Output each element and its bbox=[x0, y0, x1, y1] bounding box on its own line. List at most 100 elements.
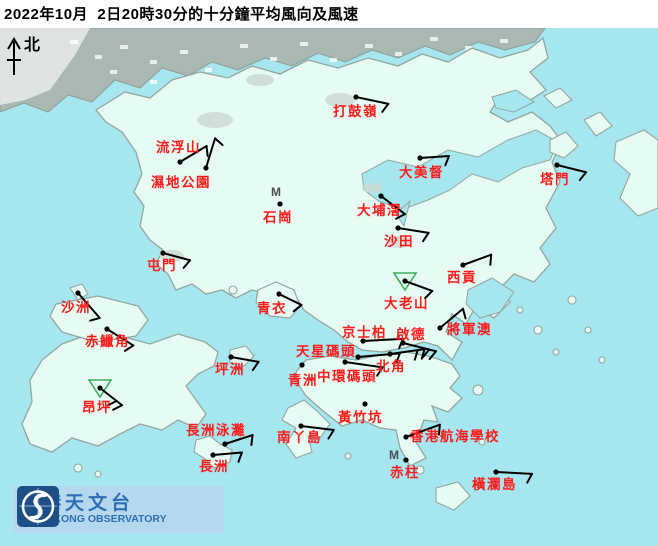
station-wetland-park: 濕地公園 bbox=[151, 137, 224, 190]
station-tuen-mun: 屯門 bbox=[147, 250, 192, 273]
station-label: 打鼓嶺 bbox=[333, 103, 378, 119]
wind-barb-shaft bbox=[205, 137, 217, 169]
maintenance-m-marker: M bbox=[271, 185, 281, 199]
station-label: 赤鱲角 bbox=[85, 333, 130, 349]
wind-barb-tick bbox=[123, 344, 135, 352]
urban-north-light bbox=[0, 28, 90, 105]
wind-barb-shaft bbox=[405, 423, 441, 438]
station-dot bbox=[342, 359, 348, 365]
station-label: 啟德 bbox=[396, 326, 426, 342]
wind-barb-tick bbox=[214, 137, 224, 147]
station-dot bbox=[353, 94, 359, 100]
hko-logo-english: HONG KONG OBSERVATORY bbox=[19, 512, 167, 525]
wind-barb-shaft bbox=[230, 356, 260, 363]
wind-barb-shaft bbox=[439, 307, 464, 329]
wind-barb-shaft bbox=[389, 348, 426, 355]
wind-barb-shaft bbox=[77, 292, 101, 319]
wind-barb-tick bbox=[395, 352, 401, 364]
base-map: 北 bbox=[0, 28, 658, 546]
wind-barb-tick bbox=[526, 472, 533, 484]
station-label: 將軍澳 bbox=[447, 321, 492, 337]
station-ngong-ping: 昂坪 bbox=[82, 379, 124, 415]
station-label: 南丫島 bbox=[277, 429, 322, 445]
station-dot bbox=[402, 278, 408, 284]
station-tates-cairn: 大老山 bbox=[384, 272, 434, 311]
wind-barb-tick bbox=[413, 349, 419, 361]
station-central-pier: 中環碼頭 bbox=[317, 359, 384, 384]
station-dot bbox=[417, 155, 423, 161]
station-cheung-chau: 長洲 bbox=[199, 451, 243, 474]
wind-barb-tick bbox=[489, 253, 493, 266]
station-green-island: 青洲 bbox=[288, 362, 317, 388]
hilltop-flag-icon bbox=[87, 379, 113, 399]
wind-barb-shaft bbox=[179, 145, 208, 163]
station-label: 沙田 bbox=[384, 234, 414, 249]
station-label: 塔門 bbox=[540, 171, 570, 187]
wind-barb-tick bbox=[395, 213, 406, 220]
station-kai-tak: 啟德 bbox=[396, 326, 437, 360]
station-dot bbox=[222, 441, 228, 447]
wind-barb-shaft bbox=[224, 434, 254, 445]
station-dot bbox=[460, 262, 466, 268]
wind-barb-shaft bbox=[99, 387, 124, 407]
maintenance-m-marker: M bbox=[389, 448, 399, 462]
north-arrow-icon bbox=[7, 37, 21, 75]
station-peng-chau: 坪洲 bbox=[215, 354, 260, 377]
starling-inlet bbox=[491, 89, 535, 113]
wind-barb-tick bbox=[112, 404, 124, 411]
station-label: 濕地公園 bbox=[151, 174, 211, 190]
hilltop-flag-icon bbox=[392, 272, 418, 292]
station-dot bbox=[277, 201, 283, 207]
station-label: 京士柏 bbox=[342, 324, 387, 340]
wind-barb-tick bbox=[428, 350, 437, 360]
wind-barb-tick bbox=[292, 303, 303, 313]
tolo-harbour bbox=[361, 129, 559, 210]
station-wong-chuk-hang: 黃竹坑 bbox=[337, 401, 382, 425]
station-stanley: M 赤柱 bbox=[389, 448, 419, 480]
wind-barb-shaft bbox=[344, 361, 384, 369]
station-label: 屯門 bbox=[147, 257, 177, 273]
station-label: 長洲泳灘 bbox=[186, 422, 246, 438]
wind-barb-tick bbox=[182, 259, 192, 269]
station-north-point: 北角 bbox=[376, 348, 426, 374]
land-tsing-yi bbox=[255, 281, 301, 319]
station-dot bbox=[403, 457, 409, 463]
wind-barb-tick bbox=[237, 451, 243, 463]
wind-barb-shaft bbox=[397, 227, 430, 234]
station-sha-tin: 沙田 bbox=[384, 225, 430, 249]
wind-barb-shaft bbox=[162, 252, 192, 262]
wind-barb-shaft bbox=[556, 164, 588, 174]
wind-barb-shaft bbox=[300, 425, 335, 432]
station-chek-lap-kok: 赤鱲角 bbox=[85, 326, 135, 352]
station-dot bbox=[228, 354, 234, 360]
wind-barb-shaft bbox=[419, 154, 450, 159]
station-label: 長洲 bbox=[199, 459, 229, 474]
station-dot bbox=[403, 434, 409, 440]
station-tsing-yi: 青衣 bbox=[257, 291, 303, 316]
station-dot bbox=[387, 351, 393, 357]
wind-barb-tick bbox=[381, 102, 390, 113]
station-dot bbox=[160, 250, 166, 256]
station-dot bbox=[378, 193, 384, 199]
station-dot bbox=[362, 401, 368, 407]
north-label: 北 bbox=[24, 36, 40, 54]
wind-barb-tick bbox=[461, 307, 467, 320]
station-tseung-kwan-o: 將軍澳 bbox=[437, 307, 492, 337]
station-hk-sea-school: 香港航海學校 bbox=[403, 423, 499, 444]
wind-barb-tick bbox=[327, 429, 335, 440]
station-dot bbox=[298, 423, 304, 429]
station-sai-kung: 西貢 bbox=[447, 253, 493, 285]
wind-barb-tick bbox=[444, 154, 450, 167]
wind-barb-tick bbox=[424, 289, 434, 299]
station-shek-kong: M 石崗 bbox=[262, 185, 292, 225]
station-label: 坪洲 bbox=[215, 362, 245, 377]
station-dot bbox=[177, 159, 183, 165]
station-dot bbox=[203, 165, 209, 171]
station-dot bbox=[104, 326, 110, 332]
wind-barb-shaft bbox=[278, 293, 303, 306]
hko-logo-band: 香港天文台 HONG KONG OBSERVATORY bbox=[13, 486, 224, 533]
station-dot bbox=[400, 340, 406, 346]
wind-barb-shaft bbox=[380, 195, 406, 216]
